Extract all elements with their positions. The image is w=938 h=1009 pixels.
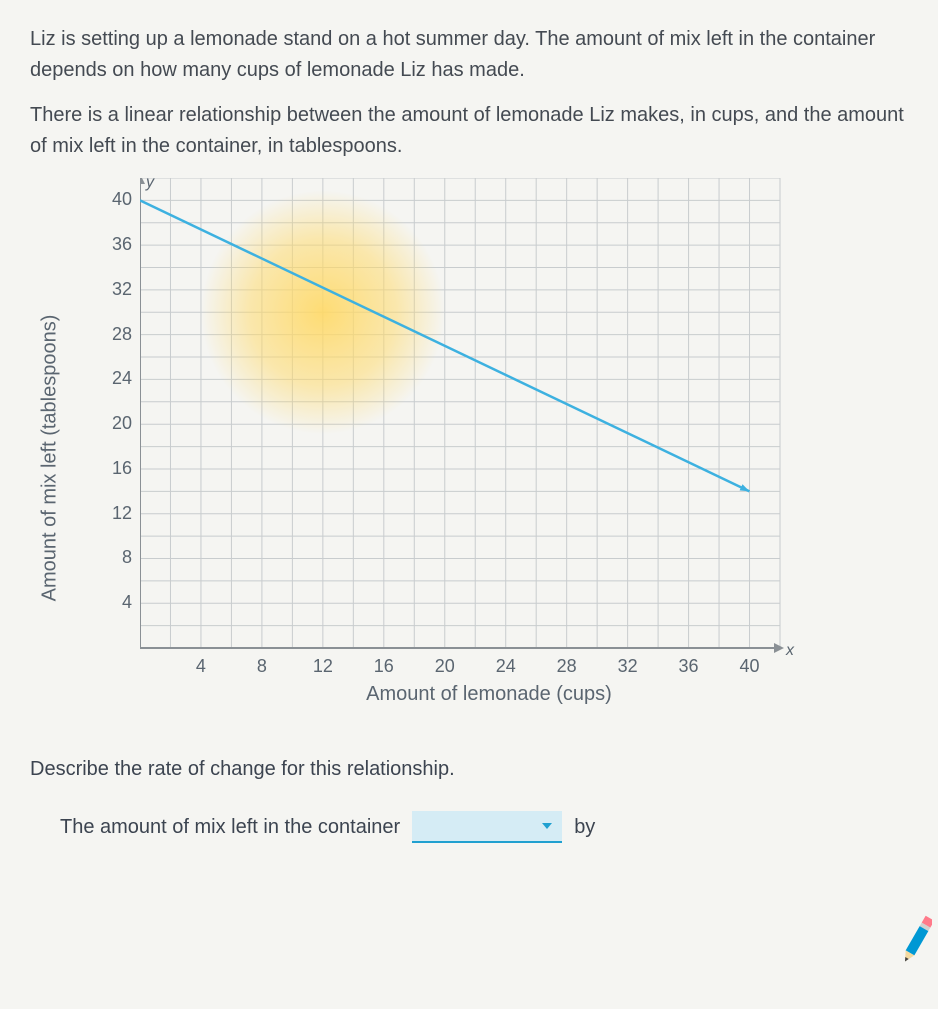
x-tick-label: 16 [374, 656, 394, 677]
y-tick-label: 4 [92, 592, 132, 613]
pencil-icon[interactable] [904, 909, 932, 969]
x-tick-label: 36 [679, 656, 699, 677]
x-axis-letter: x [786, 642, 794, 660]
y-tick-label: 32 [92, 279, 132, 300]
y-tick-label: 40 [92, 189, 132, 210]
y-axis-letter: y [146, 174, 154, 192]
y-tick-label: 8 [92, 547, 132, 568]
x-tick-label: 4 [196, 656, 206, 677]
x-tick-label: 32 [618, 656, 638, 677]
y-tick-label: 28 [92, 324, 132, 345]
y-axis-label: Amount of mix left (tablespoons) [39, 315, 62, 602]
y-tick-label: 20 [92, 413, 132, 434]
answer-row: The amount of mix left in the container … [60, 811, 908, 843]
y-tick-label: 24 [92, 368, 132, 389]
question-text: Describe the rate of change for this rel… [30, 758, 908, 781]
answer-dropdown[interactable] [412, 811, 562, 843]
x-tick-label: 8 [257, 656, 267, 677]
x-tick-label: 40 [740, 656, 760, 677]
answer-suffix: by [574, 816, 595, 839]
x-tick-label: 20 [435, 656, 455, 677]
problem-para-2: There is a linear relationship between t… [30, 100, 908, 162]
answer-prefix: The amount of mix left in the container [60, 816, 400, 839]
y-tick-label: 36 [92, 234, 132, 255]
chevron-down-icon [542, 823, 552, 829]
chart: Amount of mix left (tablespoons) y x 481… [60, 178, 840, 738]
y-tick-label: 16 [92, 458, 132, 479]
x-tick-label: 24 [496, 656, 516, 677]
chart-svg [140, 178, 800, 668]
x-axis-label: Amount of lemonade (cups) [366, 683, 612, 706]
y-tick-label: 12 [92, 503, 132, 524]
x-tick-label: 28 [557, 656, 577, 677]
problem-para-1: Liz is setting up a lemonade stand on a … [30, 24, 908, 86]
problem-text: Liz is setting up a lemonade stand on a … [30, 24, 908, 162]
x-tick-label: 12 [313, 656, 333, 677]
